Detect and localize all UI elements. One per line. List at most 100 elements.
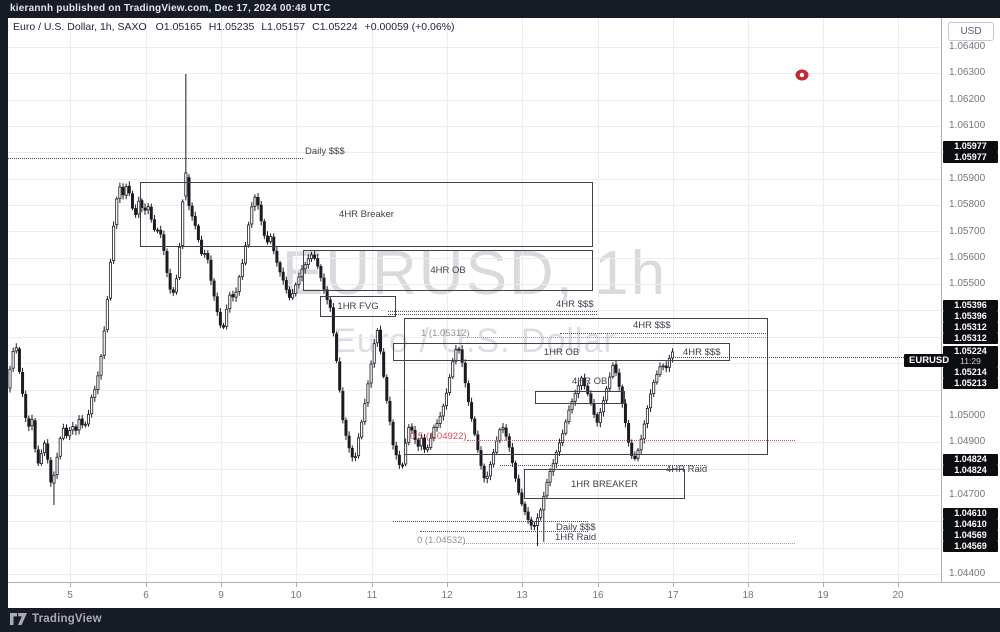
candlestick-chart[interactable] — [0, 0, 941, 582]
symbol-price-label[interactable]: EURUSD — [904, 354, 955, 367]
candle-body — [130, 193, 134, 209]
1hr-raid-line[interactable] — [420, 531, 588, 532]
candle-body — [303, 264, 307, 270]
fib-0-line[interactable] — [464, 543, 795, 544]
fib-05-line[interactable] — [467, 440, 795, 441]
candle-body — [80, 418, 84, 426]
4hr-breaker-box[interactable]: 4HR Breaker — [140, 182, 593, 247]
candle-body — [514, 462, 518, 479]
candle-body — [388, 400, 392, 422]
price-level-badge: 1.04569 — [943, 530, 998, 541]
candle — [43, 440, 47, 457]
time-tick-label: 10 — [290, 590, 302, 601]
1hr-ob-box[interactable]: 1HR OB — [393, 343, 730, 361]
candle — [247, 221, 251, 248]
candle-body — [33, 420, 37, 449]
candle — [627, 419, 631, 447]
candle-body — [372, 343, 376, 364]
legend-close: C1.05224 — [312, 21, 358, 33]
candle — [190, 202, 194, 221]
4hr-sss-line-1a[interactable] — [388, 311, 597, 312]
candle-body — [30, 419, 34, 427]
candle — [482, 463, 486, 483]
daily-sss-line-bottom[interactable] — [393, 521, 588, 522]
candle-body — [14, 347, 18, 352]
candle-body — [328, 299, 332, 308]
4hr-sss-line-1b[interactable] — [388, 314, 597, 315]
candle-body — [507, 436, 511, 448]
candle — [623, 399, 627, 428]
candle-body — [448, 377, 452, 393]
candle — [444, 388, 448, 410]
candle-body — [162, 234, 166, 251]
candle — [520, 488, 524, 507]
candle-body — [492, 452, 496, 465]
candle — [514, 460, 518, 483]
current-price-line[interactable] — [675, 357, 906, 358]
candle-body — [382, 351, 386, 377]
candle-body — [630, 442, 634, 457]
candle-body — [243, 245, 247, 264]
candle — [595, 412, 599, 427]
candle-body — [432, 427, 436, 439]
price-level-badge: 1.04569 — [943, 541, 998, 552]
candle — [39, 449, 43, 466]
candle — [598, 407, 602, 428]
1hr-breaker-box[interactable]: 1HR BREAKER — [524, 469, 685, 499]
candle-body — [272, 236, 276, 252]
4hr-sss-line-2[interactable] — [560, 333, 766, 334]
candle — [17, 346, 21, 374]
4hr-ob-box[interactable]: 4HR OB — [303, 250, 593, 291]
red-eye-marker-icon[interactable] — [795, 69, 809, 81]
candle — [8, 365, 12, 393]
candle-body — [488, 464, 492, 477]
last-price-value: 1.05224 — [954, 346, 987, 356]
candle-body — [523, 503, 527, 513]
candle-body — [222, 325, 226, 328]
time-tick-label: 12 — [441, 590, 453, 601]
candle-body — [391, 421, 395, 446]
candle — [605, 385, 609, 405]
candle-body — [46, 443, 50, 460]
4hr-ob-small-box[interactable] — [535, 391, 625, 404]
candle-body — [466, 383, 470, 403]
price-tick-label: 1.05700 — [949, 226, 986, 237]
currency-toggle-button[interactable]: USD — [948, 22, 994, 41]
time-axis[interactable]: 5 6 9 10 11 12 13 16 17 18 19 20 — [8, 582, 1000, 609]
candle-body — [495, 440, 499, 453]
candle — [397, 450, 401, 469]
candle — [93, 385, 97, 402]
tradingview-logo[interactable]: TradingView — [10, 613, 102, 625]
publish-note: kierannh published on TradingView.com, D… — [10, 3, 331, 14]
candle-body — [102, 330, 106, 356]
price-tick-label: 1.06100 — [949, 120, 986, 131]
candle — [184, 74, 188, 201]
candle-body — [353, 456, 357, 459]
price-level-badge: 1.05977 — [943, 141, 998, 152]
candle-body — [422, 437, 426, 450]
candle — [193, 211, 197, 230]
candle — [583, 373, 587, 390]
candle-body — [269, 236, 273, 243]
candle — [369, 360, 373, 388]
candle-body — [444, 392, 448, 407]
candle — [385, 374, 389, 404]
candle — [316, 254, 320, 270]
candle — [633, 451, 637, 461]
candle-body — [184, 172, 188, 197]
price-axis[interactable]: USD 1.06400 1.06300 1.06200 1.06100 1.05900 1… — [941, 18, 1000, 582]
consolidation-box[interactable] — [404, 318, 768, 455]
candle-body — [542, 496, 546, 511]
daily-sss-line-top[interactable] — [8, 158, 303, 159]
candle-body — [350, 447, 354, 458]
candle-body — [83, 423, 87, 426]
candle — [617, 368, 621, 391]
candle-body — [49, 459, 53, 483]
candle — [256, 193, 260, 210]
candle — [501, 423, 505, 434]
4hr-raid-line[interactable] — [500, 465, 705, 466]
1hr-fvg-box[interactable]: 1HR FVG — [320, 296, 396, 317]
legend-ohlc: O1.05165 H1.05235 L1.05157 C1.05224 +0.00059… — [156, 21, 462, 33]
candle-body — [237, 276, 241, 292]
fib-1-line[interactable] — [461, 337, 766, 338]
